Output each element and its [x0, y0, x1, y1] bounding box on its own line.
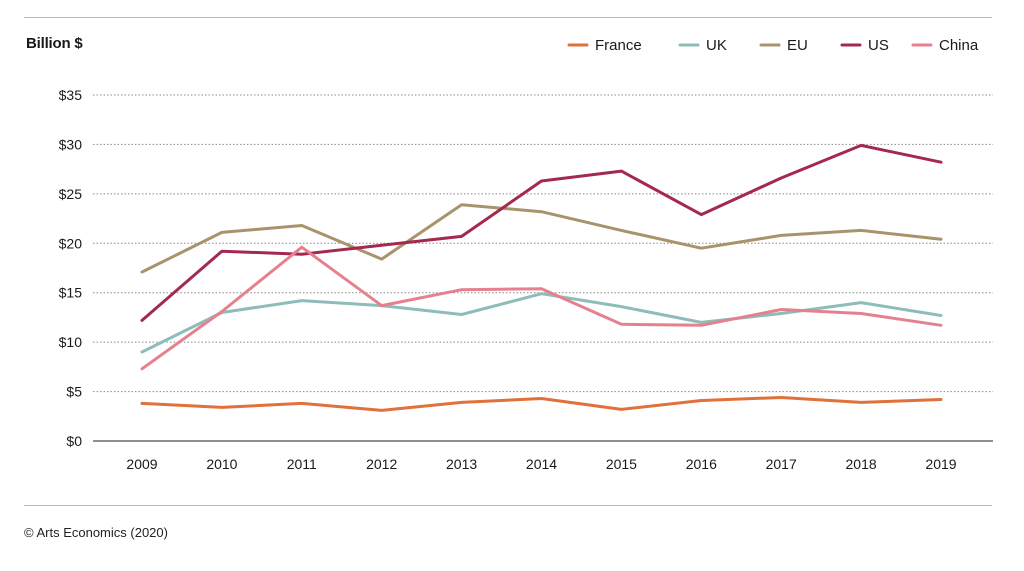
x-tick-label: 2012 [366, 456, 397, 472]
x-tick-label: 2015 [606, 456, 637, 472]
legend-label-us: US [868, 37, 889, 54]
series-line-us [140, 143, 943, 322]
legend-label-china: China [939, 37, 979, 54]
x-tick-label: 2018 [846, 456, 877, 472]
legend-label-france: France [595, 37, 642, 54]
series-line-eu [140, 203, 943, 274]
top-rule [24, 17, 992, 18]
x-tick-label: 2019 [925, 456, 956, 472]
series-line-uk [140, 292, 943, 354]
y-tick-label: $35 [59, 87, 83, 103]
x-tick-label: 2009 [126, 456, 157, 472]
x-tick-label: 2016 [686, 456, 717, 472]
y-tick-label: $0 [66, 433, 82, 449]
legend-label-eu: EU [787, 37, 808, 54]
x-tick-label: 2014 [526, 456, 557, 472]
series-line-france [140, 396, 943, 412]
y-tick-label: $30 [59, 136, 83, 152]
x-tick-label: 2013 [446, 456, 477, 472]
series-line-china [140, 245, 943, 371]
bottom-rule [24, 505, 992, 506]
legend-label-uk: UK [706, 37, 727, 54]
y-tick-label: $5 [66, 384, 82, 400]
x-tick-label: 2011 [287, 456, 317, 472]
x-tick-label: 2017 [766, 456, 797, 472]
y-tick-label: $25 [59, 186, 83, 202]
x-tick-label: 2010 [206, 456, 237, 472]
source-note: © Arts Economics (2020) [24, 525, 168, 540]
y-tick-label: $15 [59, 285, 83, 301]
y-tick-label: $20 [59, 235, 83, 251]
y-tick-label: $10 [59, 334, 83, 350]
y-axis-title: Billion $ [26, 35, 83, 52]
line-chart: $0 $5 $10 $15 $20 $25 $30 $35 2009 2010 2011 2012 20… [59, 37, 993, 472]
